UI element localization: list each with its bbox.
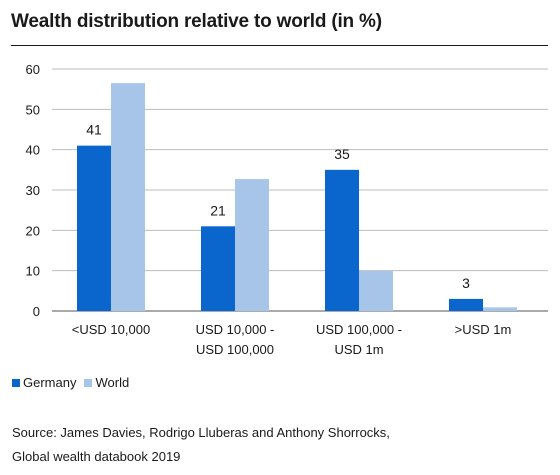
x-tick-label: USD 100,000 - xyxy=(316,322,402,337)
bar-germany xyxy=(325,169,359,311)
bar-germany xyxy=(449,298,483,311)
source-note: Source: James Davies, Rodrigo Lluberas a… xyxy=(12,421,390,469)
x-tick-label: USD 10,000 - xyxy=(196,322,275,337)
y-tick-label: 10 xyxy=(26,264,40,279)
legend-swatch-world xyxy=(84,378,93,387)
bar-world xyxy=(359,270,393,311)
chart-title: Wealth distribution relative to world (i… xyxy=(11,11,382,32)
bar-germany xyxy=(77,145,111,311)
y-tick-label: 0 xyxy=(33,304,40,319)
x-tick-label: USD 1m xyxy=(334,342,383,357)
x-tick-label: >USD 1m xyxy=(455,322,512,337)
source-line-2: Global wealth databook 2019 xyxy=(12,449,181,464)
y-tick-label: 50 xyxy=(26,102,40,117)
title-rule xyxy=(11,45,548,46)
data-label: 41 xyxy=(86,122,102,138)
x-tick-label: USD 100,000 xyxy=(196,342,274,357)
y-tick-label: 40 xyxy=(26,143,40,158)
legend-item-world: World xyxy=(84,375,129,390)
bar-world xyxy=(111,83,145,311)
data-label: 21 xyxy=(210,202,226,218)
data-label: 3 xyxy=(462,275,470,291)
bar-germany xyxy=(201,226,235,311)
bar-chart: 0 10 20 30 40 50 60 41 <USD 10,000 21 USD 10,000 -… xyxy=(26,62,548,357)
legend: Germany World xyxy=(12,375,137,390)
bar-world xyxy=(483,307,517,311)
legend-label-world: World xyxy=(95,375,130,390)
legend-label-germany: Germany xyxy=(23,375,77,390)
source-line-1: Source: James Davies, Rodrigo Lluberas a… xyxy=(12,425,390,440)
legend-item-germany: Germany xyxy=(12,375,76,390)
y-tick-label: 60 xyxy=(26,62,40,77)
y-tick-label: 20 xyxy=(26,223,40,238)
legend-swatch-germany xyxy=(12,378,20,387)
y-tick-label: 30 xyxy=(26,183,40,198)
bar-world xyxy=(235,179,269,311)
data-label: 35 xyxy=(334,146,350,162)
x-tick-label: <USD 10,000 xyxy=(72,322,150,337)
